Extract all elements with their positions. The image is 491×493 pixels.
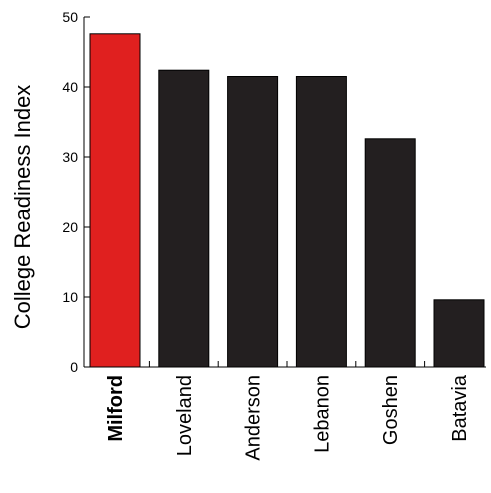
y-tick-label: 40: [62, 79, 78, 95]
bar-milford: [89, 33, 141, 368]
category-label-goshen: Goshen: [380, 375, 402, 445]
category-labels: Milford Loveland Anderson Lebanon Goshen Bata…: [105, 374, 471, 460]
x-axis: [84, 361, 486, 368]
category-label-anderson: Anderson: [243, 375, 265, 461]
bar-anderson: [227, 76, 279, 368]
bar-goshen: [364, 138, 416, 368]
bar-batavia: [433, 299, 485, 368]
category-label-batavia: Batavia: [449, 374, 471, 442]
bar-loveland: [158, 69, 210, 368]
y-tick-label: 30: [62, 149, 78, 165]
y-tick-label: 0: [70, 359, 78, 375]
y-tick-label: 10: [62, 289, 78, 305]
category-label-lebanon: Lebanon: [311, 375, 333, 453]
category-label-milford: Milford: [105, 375, 127, 442]
bar-lebanon: [295, 76, 347, 368]
y-axis-label: College Readiness Index: [10, 85, 35, 330]
y-tick-label: 20: [62, 219, 78, 235]
y-tick-label: 50: [62, 9, 78, 25]
bars: [89, 33, 485, 368]
y-axis: 0 10 20 30 40 50: [62, 9, 90, 375]
category-label-loveland: Loveland: [174, 375, 196, 456]
